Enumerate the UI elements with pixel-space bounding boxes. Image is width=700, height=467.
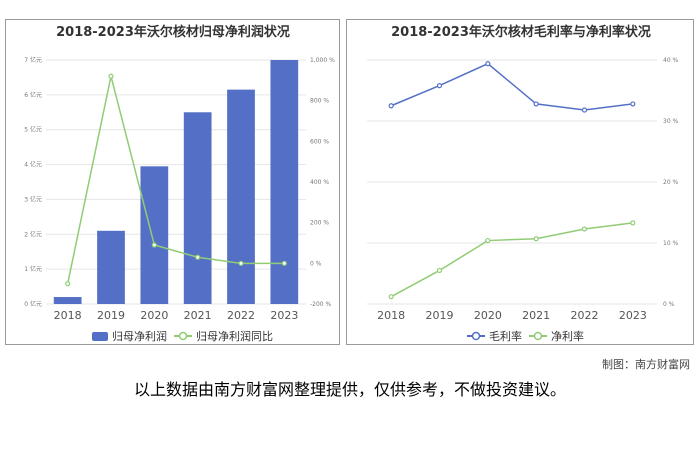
y-tick-label: 4 亿元	[24, 161, 42, 169]
point-yoy	[65, 281, 71, 287]
profit-chart: 2018-2023年沃尔核材归母净利润状况 0 亿元 1 亿元 2 亿元 3 亿元 4 …	[24, 24, 335, 343]
x-tick-label: 2021	[184, 309, 212, 322]
point-gross-margin	[436, 83, 443, 89]
x-tick-label: 2019	[426, 309, 454, 322]
left-chart-panel: 2018-2023年沃尔核材归母净利润状况 0 亿元 1 亿元 2 亿元 3 亿元 4 …	[5, 19, 340, 345]
y-right-tick-label: 200 %	[310, 220, 329, 227]
point-yoy	[108, 73, 114, 79]
y-right-tick-label: 600 %	[310, 138, 329, 145]
bar-net-profit	[270, 60, 299, 304]
point-net-margin	[581, 226, 588, 232]
bar-net-profit	[97, 230, 125, 304]
y-right-tick-label: 800 %	[310, 98, 329, 105]
line-gross-margin	[390, 62, 633, 111]
x-tick-label: 2018	[377, 309, 405, 322]
y-tick-label: 1 亿元	[24, 265, 42, 273]
bar-net-profit	[227, 89, 255, 304]
y-right-tick-label: 20 %	[663, 179, 679, 186]
legend-right: 毛利率 净利率	[467, 329, 584, 343]
bar-net-profit	[53, 297, 82, 304]
legend-label-gross-margin: 毛利率	[489, 329, 522, 343]
margin-chart: 2018-2023年沃尔核材毛利率与净利率状况 0 % 10 % 20 % 30 % 4…	[367, 24, 679, 343]
legend-label-yoy: 归母净利润同比	[196, 329, 273, 343]
x-tick-label: 2022	[227, 309, 255, 322]
point-gross-margin	[581, 107, 588, 113]
x-tick-label: 2019	[97, 309, 125, 322]
y-right-tick-label: 0 %	[663, 301, 675, 308]
y-right-tick-label: 400 %	[310, 179, 329, 186]
x-tick-label: 2018	[54, 309, 82, 322]
point-yoy	[195, 254, 201, 260]
legend-net-marker	[533, 331, 543, 341]
y-tick-label: 2 亿元	[24, 230, 42, 238]
x-tick-label: 2020	[474, 309, 502, 322]
disclaimer-text: 以上数据由南方财富网整理提供，仅供参考，不做投资建议。	[133, 380, 566, 399]
y-right-tick-label: 1,000 %	[310, 57, 335, 64]
legend-gross-marker	[471, 331, 481, 341]
legend-label-net-profit: 归母净利润	[112, 329, 167, 343]
point-net-margin	[388, 294, 394, 300]
y-tick-label: 0 亿元	[24, 300, 42, 308]
y-tick-label: 3 亿元	[24, 195, 42, 203]
y-right-tick-label: 30 %	[663, 118, 679, 125]
y-tick-label: 5 亿元	[24, 126, 42, 134]
chart-title-right: 2018-2023年沃尔核材毛利率与净利率状况	[391, 24, 651, 40]
y-right-tick-label: 10 %	[663, 240, 679, 247]
x-tick-label: 2023	[619, 309, 647, 322]
y-tick-label: 7 亿元	[24, 56, 42, 64]
line-net-margin	[390, 222, 633, 298]
y-right-tick-label: 0 %	[310, 260, 322, 267]
right-chart-panel: 2018-2023年沃尔核材毛利率与净利率状况 0 % 10 % 20 % 30 % 4…	[346, 19, 694, 345]
x-tick-label: 2020	[140, 309, 168, 322]
point-net-margin	[485, 237, 491, 244]
point-yoy	[281, 260, 287, 266]
point-net-margin	[436, 267, 443, 274]
x-tick-label: 2023	[270, 309, 298, 322]
point-yoy	[238, 260, 244, 266]
line-yoy	[66, 76, 285, 284]
bar-net-profit	[140, 166, 169, 304]
x-tick-label: 2021	[522, 309, 550, 322]
y-tick-label: 6 亿元	[24, 91, 42, 99]
y-right-tick-label: -200 %	[310, 301, 332, 308]
point-gross-margin	[533, 101, 539, 107]
legend-bar-swatch	[92, 332, 108, 341]
bar-net-profit	[183, 112, 212, 305]
point-yoy	[151, 242, 157, 248]
y-right-tick-label: 40 %	[663, 57, 679, 64]
legend-line-marker	[178, 331, 188, 341]
legend-label-net-margin: 净利率	[551, 329, 584, 343]
legend-left: 归母净利润 归母净利润同比	[92, 329, 273, 343]
chart-title-left: 2018-2023年沃尔核材归母净利润状况	[56, 24, 290, 40]
x-tick-label: 2022	[571, 309, 599, 322]
point-gross-margin	[485, 61, 491, 67]
point-net-margin	[533, 236, 539, 242]
point-gross-margin	[630, 101, 636, 107]
point-net-margin	[630, 220, 636, 226]
point-gross-margin	[388, 103, 394, 109]
chart-credit: 制图：南方财富网	[602, 358, 690, 371]
